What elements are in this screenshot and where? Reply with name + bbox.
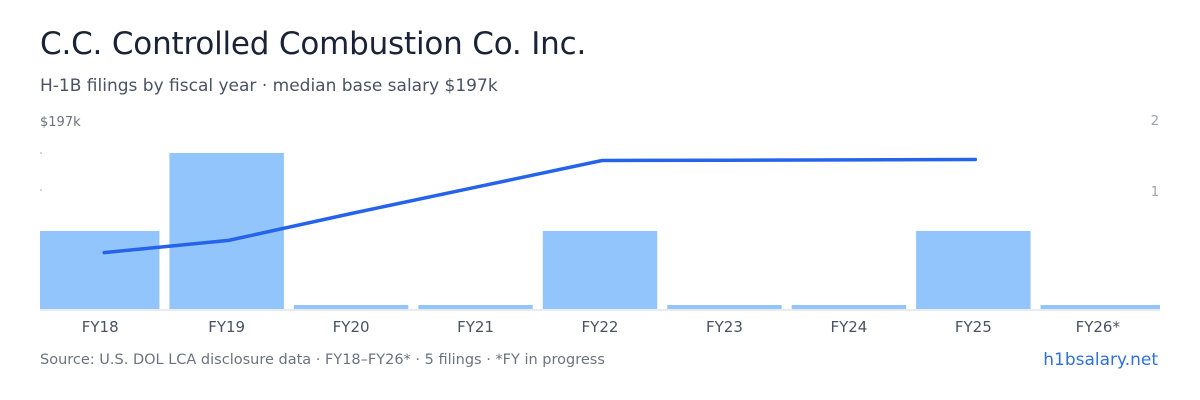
bar-fy22 (542, 231, 658, 309)
salary-line (102, 157, 978, 255)
bar-fy23 (667, 305, 782, 309)
brand-link[interactable]: h1bsalary.net (1043, 350, 1158, 370)
bar-fy25 (916, 231, 1031, 309)
chart-subtitle: H-1B filings by fiscal year · median bas… (40, 76, 498, 96)
left-axis-label: $197k (40, 115, 81, 130)
right-axis-tick-label: 1 (1151, 185, 1159, 200)
bar-fy18 (40, 231, 160, 309)
x-tick-label: FY19 (208, 318, 245, 336)
x-tick-label: FY20 (333, 318, 370, 336)
x-tick-label: FY25 (955, 318, 992, 336)
bar-fy20 (293, 305, 409, 309)
bar-fy21 (418, 305, 533, 309)
x-tick-label: FY21 (457, 318, 494, 336)
x-tick-label: FY26* (1076, 318, 1121, 336)
x-tick-label: FY18 (82, 318, 119, 336)
x-tick-label: FY24 (830, 318, 867, 336)
bar-fy26-partial (1040, 305, 1160, 309)
left-axis-tick-dot (40, 152, 42, 154)
bar-fy24 (791, 305, 907, 309)
x-tick-label: FY23 (706, 318, 743, 336)
chart-title: C.C. Controlled Combustion Co. Inc. (40, 26, 587, 62)
x-tick-label: FY22 (582, 318, 619, 336)
source-note: Source: U.S. DOL LCA disclosure data · F… (40, 352, 605, 368)
right-axis-tick-label: 2 (1151, 114, 1159, 129)
left-axis-tick-dot (40, 189, 42, 191)
